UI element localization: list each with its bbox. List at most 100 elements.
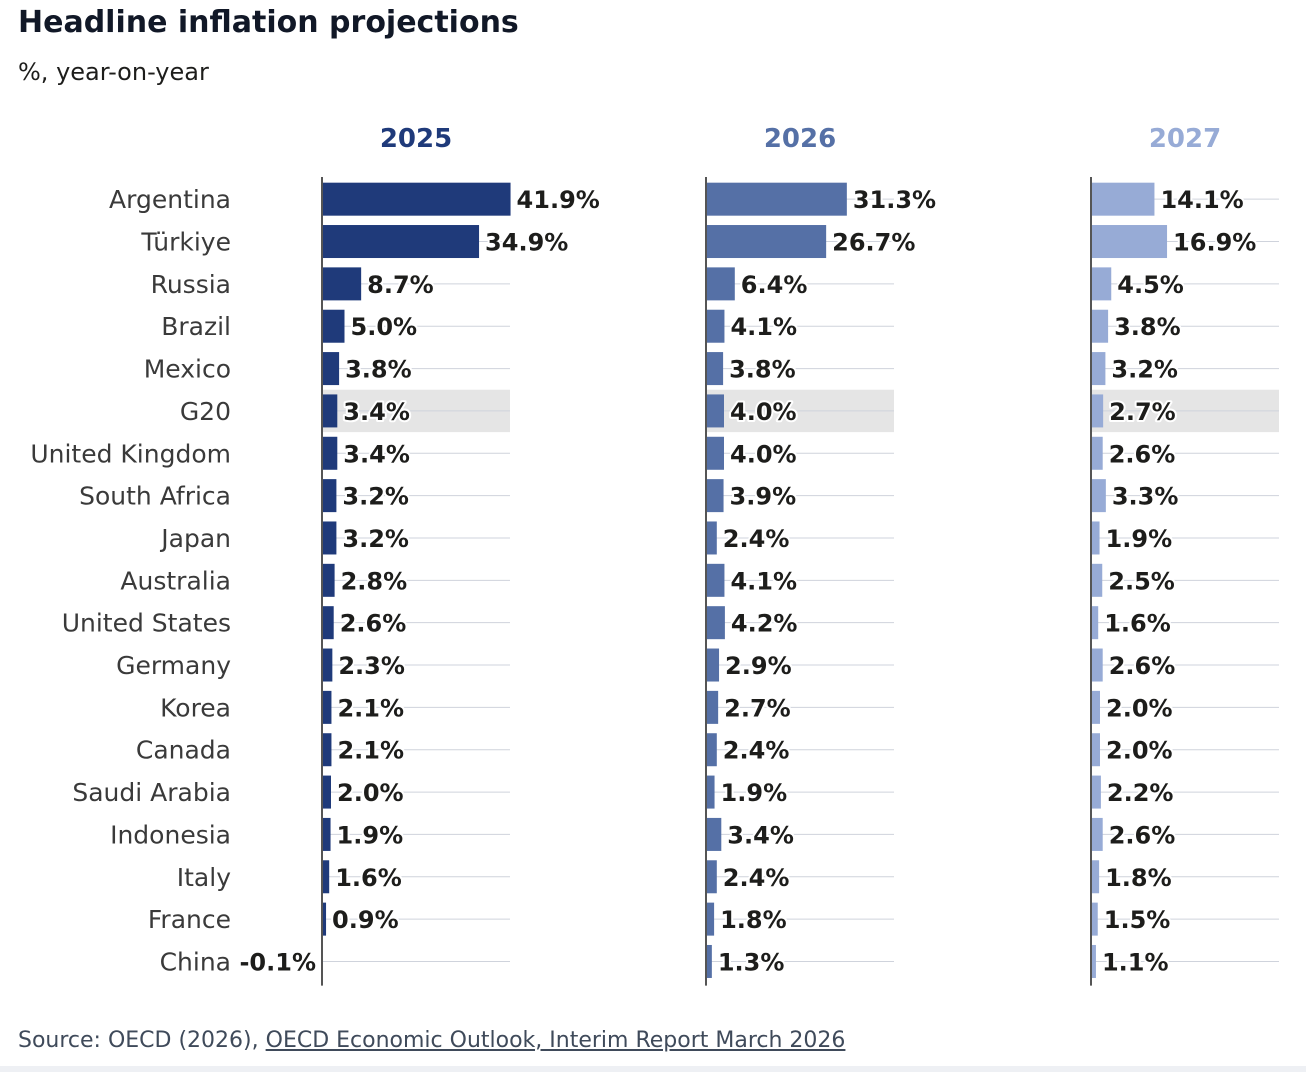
value-label-2025-japan: 3.2%: [342, 525, 409, 553]
value-label-2025-mexico: 3.8%: [345, 356, 412, 384]
country-label-canada: Canada: [136, 736, 231, 765]
bar-2025-mexico: [322, 352, 340, 386]
value-label-2027-canada: 2.0%: [1106, 737, 1173, 765]
bar-2027-saudi-arabia: [1091, 775, 1101, 809]
value-label-2027-korea: 2.0%: [1106, 694, 1173, 722]
year-header-2025: 2025: [380, 124, 452, 154]
bar-2026-china: [706, 944, 712, 978]
value-label-2026-g20: 4.0%: [730, 398, 797, 426]
value-label-2025-china: -0.1%: [239, 948, 316, 976]
value-label-2026-japan: 2.4%: [723, 525, 790, 553]
country-label-saudi-arabia: Saudi Arabia: [72, 778, 231, 807]
value-label-2027-saudi-arabia: 2.2%: [1107, 779, 1174, 807]
value-label-2025-argentina: 41.9%: [517, 186, 600, 214]
bar-2025-turkiye: [322, 225, 480, 259]
country-label-germany: Germany: [116, 651, 231, 680]
value-label-2026-united-states: 4.2%: [731, 610, 798, 638]
value-label-2025-brazil: 5.0%: [351, 313, 418, 341]
bar-2026-saudi-arabia: [706, 775, 715, 809]
bar-2026-japan: [706, 521, 717, 555]
value-label-2027-china: 1.1%: [1102, 948, 1169, 976]
bar-2025-united-kingdom: [322, 436, 338, 470]
bar-2027-mexico: [1091, 352, 1106, 386]
value-label-2025-indonesia: 1.9%: [337, 821, 404, 849]
bar-2027-indonesia: [1091, 817, 1103, 851]
bar-2025-italy: [322, 860, 330, 894]
value-label-2027-indonesia: 2.6%: [1109, 821, 1176, 849]
bar-2027-canada: [1091, 733, 1100, 767]
country-label-g20: G20: [180, 397, 231, 426]
country-label-italy: Italy: [177, 863, 231, 892]
source-prefix: Source: OECD (2026),: [18, 1028, 266, 1053]
chart-title: Headline inflation projections: [18, 5, 519, 40]
bar-2027-russia: [1091, 267, 1112, 301]
source-link[interactable]: OECD Economic Outlook, Interim Report Ma…: [265, 1028, 846, 1053]
bar-2025-france: [322, 902, 327, 936]
country-label-russia: Russia: [151, 270, 231, 299]
bar-2026-argentina: [706, 182, 847, 216]
country-label-argentina: Argentina: [109, 185, 231, 214]
value-label-2026-italy: 2.4%: [723, 864, 790, 892]
country-label-brazil: Brazil: [161, 312, 231, 341]
bar-2025-germany: [322, 648, 333, 682]
bar-2025-korea: [322, 690, 332, 724]
value-label-2025-germany: 2.3%: [338, 652, 405, 680]
value-label-2026-canada: 2.4%: [723, 737, 790, 765]
bar-2025-south-africa: [322, 479, 337, 513]
bar-2026-brazil: [706, 309, 725, 343]
bar-2027-france: [1091, 902, 1098, 936]
value-label-2026-turkiye: 26.7%: [832, 229, 915, 257]
value-label-2026-france: 1.8%: [720, 906, 787, 934]
country-label-china: China: [160, 947, 231, 976]
value-label-2027-united-states: 1.6%: [1104, 610, 1171, 638]
source-note: Source: OECD (2026), OECD Economic Outlo…: [18, 1028, 845, 1053]
bar-2027-argentina: [1091, 182, 1155, 216]
country-label-turkiye: Türkiye: [140, 228, 231, 257]
value-label-2026-argentina: 31.3%: [853, 186, 936, 214]
year-header-2026: 2026: [764, 124, 836, 154]
value-label-2025-korea: 2.1%: [337, 694, 404, 722]
value-label-2026-china: 1.3%: [718, 948, 785, 976]
value-label-2026-russia: 6.4%: [741, 271, 808, 299]
value-label-2025-saudi-arabia: 2.0%: [337, 779, 404, 807]
country-label-korea: Korea: [160, 693, 231, 722]
country-label-united-states: United States: [62, 609, 231, 638]
bar-2026-turkiye: [706, 225, 827, 259]
value-label-2025-united-states: 2.6%: [340, 610, 407, 638]
value-label-2027-united-kingdom: 2.6%: [1109, 440, 1176, 468]
value-label-2025-france: 0.9%: [332, 906, 399, 934]
value-label-2025-russia: 8.7%: [367, 271, 434, 299]
value-label-2026-south-africa: 3.9%: [730, 483, 797, 511]
bar-2027-japan: [1091, 521, 1100, 555]
country-label-japan: Japan: [159, 524, 231, 553]
value-label-2026-saudi-arabia: 1.9%: [721, 779, 788, 807]
value-label-2025-turkiye: 34.9%: [485, 229, 568, 257]
bar-2025-g20: [322, 394, 338, 428]
value-label-2027-france: 1.5%: [1104, 906, 1171, 934]
inflation-bar-chart: 2025 2026 2027 Argentina Türkiye Russia Brazil…: [30, 124, 1279, 986]
bar-2027-united-kingdom: [1091, 436, 1103, 470]
bar-2026-indonesia: [706, 817, 722, 851]
bar-2026-united-kingdom: [706, 436, 724, 470]
value-label-2025-italy: 1.6%: [335, 864, 402, 892]
value-label-2025-australia: 2.8%: [341, 567, 408, 595]
bar-2026-germany: [706, 648, 720, 682]
value-label-2026-indonesia: 3.4%: [727, 821, 794, 849]
bar-2025-indonesia: [322, 817, 331, 851]
value-label-2027-brazil: 3.8%: [1114, 313, 1181, 341]
value-label-2027-g20: 2.7%: [1109, 398, 1176, 426]
bar-2027-united-states: [1091, 606, 1099, 640]
bar-2026-russia: [706, 267, 735, 301]
bar-2027-g20: [1091, 394, 1104, 428]
bar-2026-korea: [706, 690, 719, 724]
bottom-strip: [0, 1066, 1306, 1072]
bar-2026-south-africa: [706, 479, 724, 513]
bar-2025-russia: [322, 267, 362, 301]
bar-2025-saudi-arabia: [322, 775, 331, 809]
year-header-2027: 2027: [1149, 124, 1221, 154]
bar-2026-g20: [706, 394, 724, 428]
country-label-south-africa: South Africa: [79, 482, 231, 511]
value-label-2027-italy: 1.8%: [1105, 864, 1172, 892]
value-label-2027-argentina: 14.1%: [1160, 186, 1243, 214]
bar-2027-germany: [1091, 648, 1103, 682]
